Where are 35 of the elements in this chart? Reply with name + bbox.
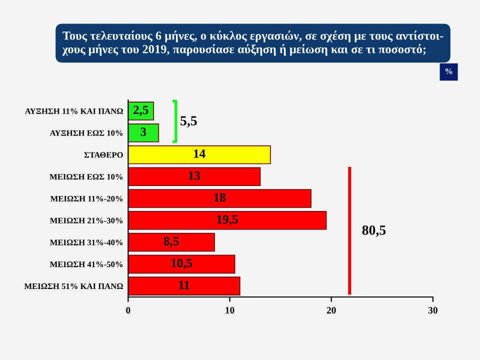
y-tick-label: ΜΕΙΩΣΗ 51% ΚΑΙ ΠΑΝΩ — [24, 283, 123, 290]
bar — [128, 167, 261, 186]
data-label: 19,5 — [217, 215, 238, 226]
bar — [128, 211, 327, 230]
bar — [128, 124, 160, 142]
annotation: 80,5 — [362, 225, 386, 237]
chart-title: Τους τελευταίους 6 μήνες, ο κύκλος εργασιών, σε σχέση με τους αντίστοι- χους μήνες του 2019, παρουσίασε αύξηση ή μείωση και σε τι ποσοστό; — [62, 30, 444, 56]
data-label: 14 — [194, 150, 206, 158]
x-tick-label: 0 — [126, 307, 130, 314]
y-tick-label: ΜΕΙΩΣΗ ΕΩΣ 10% — [50, 174, 123, 180]
data-label: 10,5 — [172, 258, 192, 270]
y-tick-label: ΣΤΑΘΕΡΟ — [84, 152, 123, 158]
text: % — [445, 68, 452, 74]
bar — [128, 145, 271, 164]
bar — [128, 232, 215, 252]
data-label: 11 — [179, 280, 190, 290]
bar — [128, 102, 154, 120]
annotation: 5,5 — [180, 116, 197, 128]
y-tick-label: ΑΥΞΗΣΗ ΕΩΣ 10% — [50, 130, 123, 136]
bar — [128, 254, 236, 274]
y-tick-label: ΜΕΙΩΣΗ 31%-40% — [50, 240, 123, 246]
data-label: 13 — [188, 171, 200, 180]
data-label: 18 — [214, 193, 226, 202]
y-tick-label: ΑΥΞΗΣΗ 11% ΚΑΙ ΠΑΝΩ — [24, 108, 123, 114]
bar — [128, 276, 240, 296]
data-label: 3 — [140, 128, 146, 136]
data-label: 8,5 — [164, 236, 179, 248]
y-tick-label: ΜΕΙΩΣΗ 11%-20% — [50, 196, 123, 202]
x-tick-label: 20 — [326, 307, 336, 314]
data-label: 2,5 — [134, 106, 148, 116]
bar — [128, 189, 312, 208]
y-tick-label: ΜΕΙΩΣΗ 21%-30% — [50, 218, 123, 224]
y-tick-label: ΜΕΙΩΣΗ 41%-50% — [50, 262, 123, 268]
x-tick-label: 30 — [428, 307, 438, 314]
x-tick-label: 10 — [226, 307, 234, 314]
